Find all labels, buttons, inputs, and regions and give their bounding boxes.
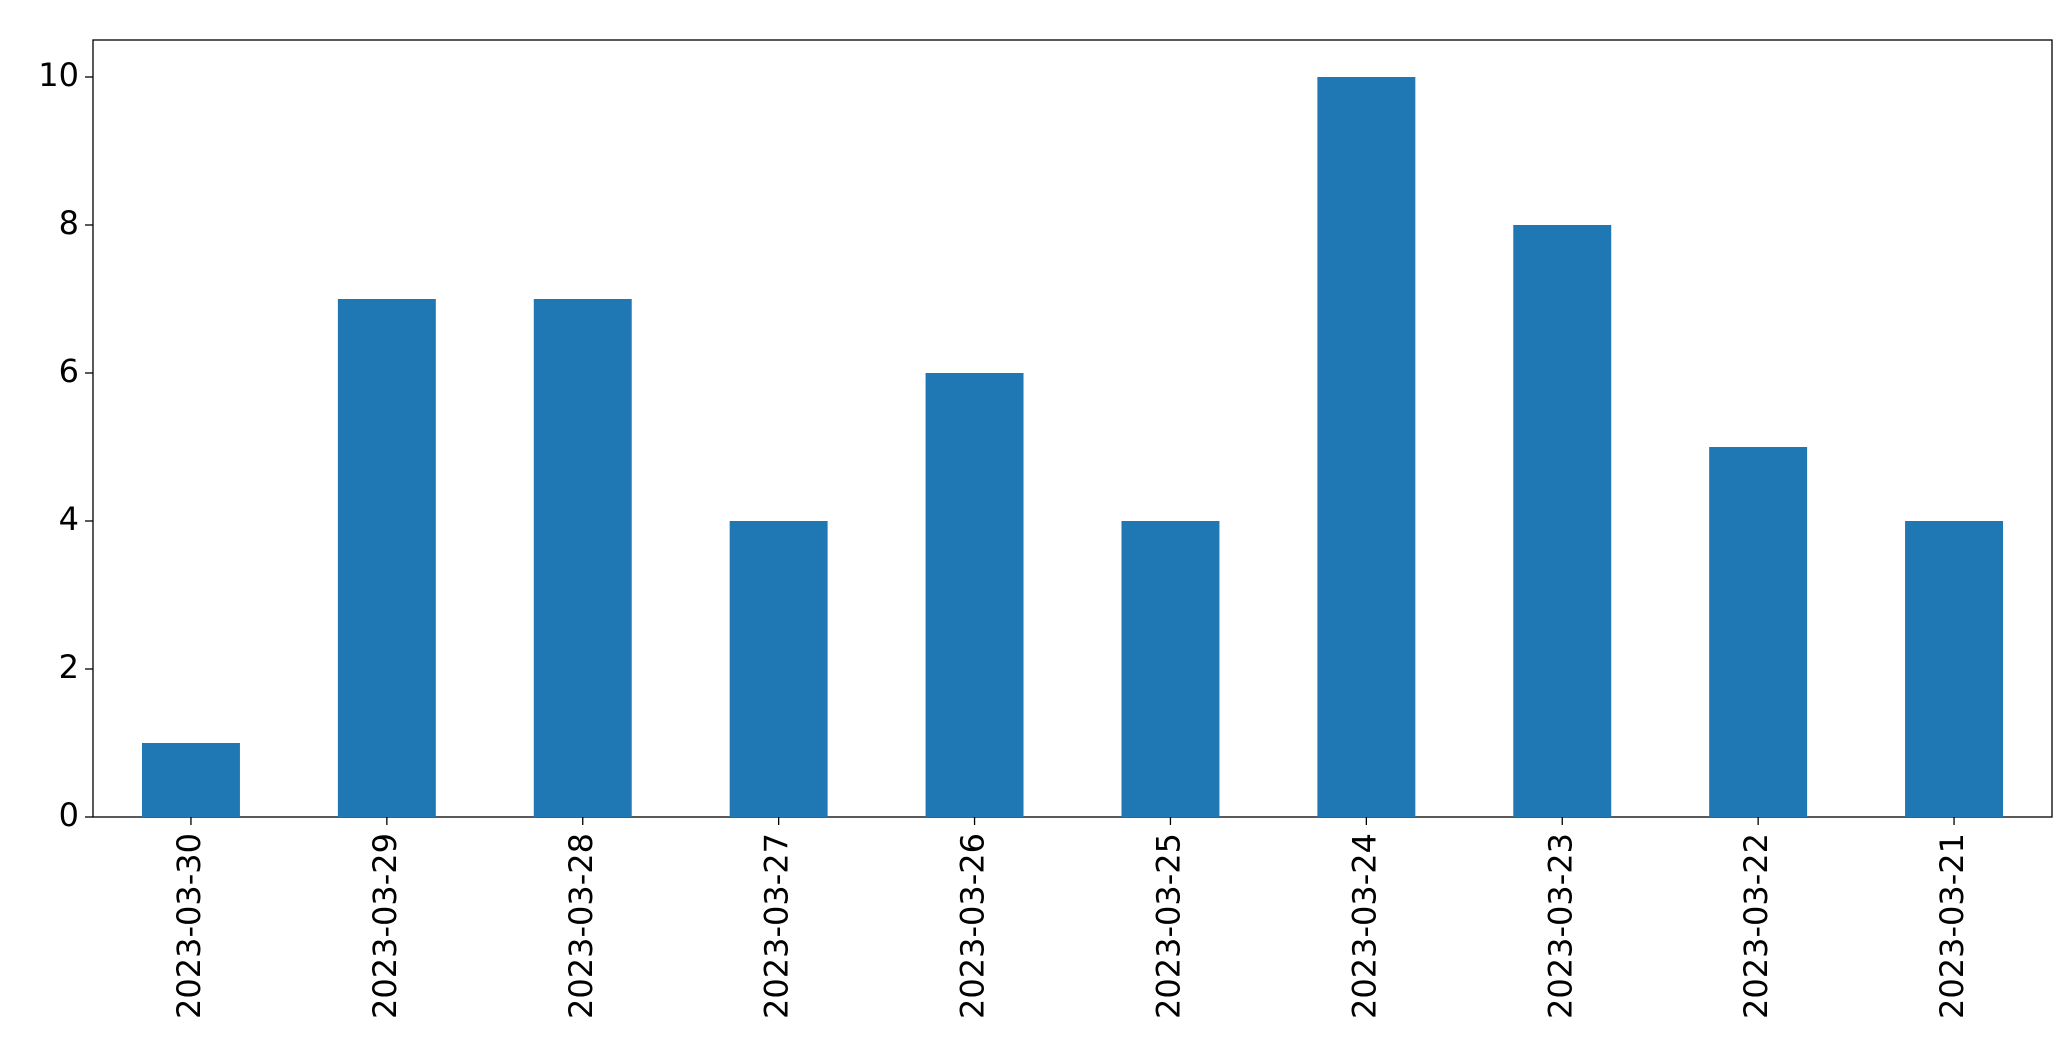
- bar: [1317, 77, 1416, 817]
- bar: [1513, 225, 1612, 817]
- bar: [533, 299, 632, 817]
- x-tick-label: 2023-03-27: [758, 833, 796, 1019]
- x-tick-label: 2023-03-25: [1149, 833, 1187, 1019]
- y-tick-label: 2: [59, 648, 79, 686]
- x-tick-label: 2023-03-28: [562, 833, 600, 1019]
- bar: [729, 521, 828, 817]
- y-tick-label: 8: [59, 204, 79, 242]
- y-tick-label: 6: [59, 352, 79, 390]
- bar: [1709, 447, 1808, 817]
- bar: [337, 299, 436, 817]
- bar: [1121, 521, 1220, 817]
- bar: [1905, 521, 2004, 817]
- x-tick-label: 2023-03-26: [954, 833, 992, 1019]
- x-tick-label: 2023-03-29: [366, 833, 404, 1019]
- x-tick-label: 2023-03-23: [1541, 833, 1579, 1019]
- bar: [141, 743, 240, 817]
- x-tick-label: 2023-03-21: [1933, 833, 1971, 1019]
- y-tick-label: 10: [38, 56, 79, 94]
- plot-frame: [92, 39, 2053, 818]
- y-tick-label: 4: [59, 500, 79, 538]
- y-tick-label: 0: [59, 796, 79, 834]
- bar: [925, 373, 1024, 817]
- x-tick-label: 2023-03-30: [170, 833, 208, 1019]
- x-tick-label: 2023-03-22: [1737, 833, 1775, 1019]
- x-tick-label: 2023-03-24: [1345, 833, 1383, 1019]
